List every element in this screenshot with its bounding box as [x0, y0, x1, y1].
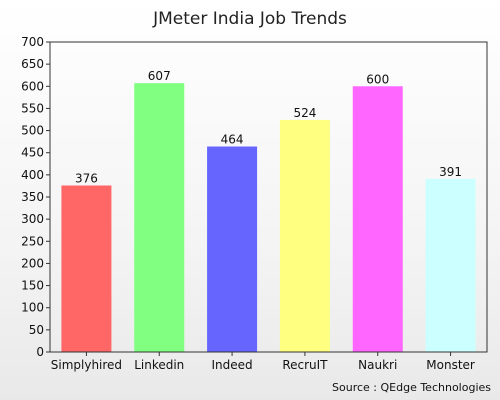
- y-tick-label: 400: [21, 168, 44, 182]
- bar-monster: [425, 178, 476, 352]
- y-tick-label: 250: [21, 234, 44, 248]
- bar-simplyhired: [61, 185, 112, 352]
- bar-linkedin: [134, 83, 185, 352]
- y-tick-label: 500: [21, 124, 44, 138]
- y-tick-label: 350: [21, 190, 44, 204]
- y-tick-label: 650: [21, 57, 44, 71]
- y-tick-label: 150: [21, 279, 44, 293]
- y-tick-label: 700: [21, 35, 44, 49]
- chart-title: JMeter India Job Trends: [152, 9, 347, 29]
- bar-recruit: [279, 119, 330, 352]
- y-axis: 0 50 100 150 200 250 300 350 400 450 500 550 600 650 7…: [21, 35, 50, 359]
- x-category-label: Simplyhired: [51, 358, 122, 372]
- x-category-label: Monster: [426, 358, 475, 372]
- source-note: Source : QEdge Technologies: [332, 381, 491, 394]
- bars: [61, 83, 476, 353]
- x-category-label: Naukri: [358, 358, 397, 372]
- bar-value-label: 391: [439, 165, 462, 179]
- bar-value-label: 607: [148, 69, 171, 83]
- bar-naukri: [352, 86, 403, 353]
- x-category-label: Linkedin: [134, 358, 184, 372]
- x-axis: Simplyhired Linkedin Indeed RecruIT Naukri Mo…: [51, 352, 475, 372]
- y-tick-label: 550: [21, 101, 44, 115]
- bar-value-label: 376: [75, 171, 98, 185]
- x-category-label: RecruIT: [282, 358, 328, 372]
- y-tick-label: 50: [29, 323, 44, 337]
- y-tick-label: 200: [21, 256, 44, 270]
- bar-indeed: [207, 146, 258, 352]
- bar-value-label: 600: [366, 72, 389, 86]
- bar-value-label: 524: [293, 106, 316, 120]
- y-tick-label: 300: [21, 212, 44, 226]
- y-tick-label: 100: [21, 301, 44, 315]
- plot-area-frame: [49, 41, 488, 353]
- x-category-label: Indeed: [212, 358, 253, 372]
- y-tick-label: 600: [21, 79, 44, 93]
- bar-value-label: 464: [221, 133, 244, 147]
- value-labels: 376 607 464 524 600 391: [75, 69, 462, 185]
- y-tick-label: 450: [21, 146, 44, 160]
- y-tick-label: 0: [36, 345, 44, 359]
